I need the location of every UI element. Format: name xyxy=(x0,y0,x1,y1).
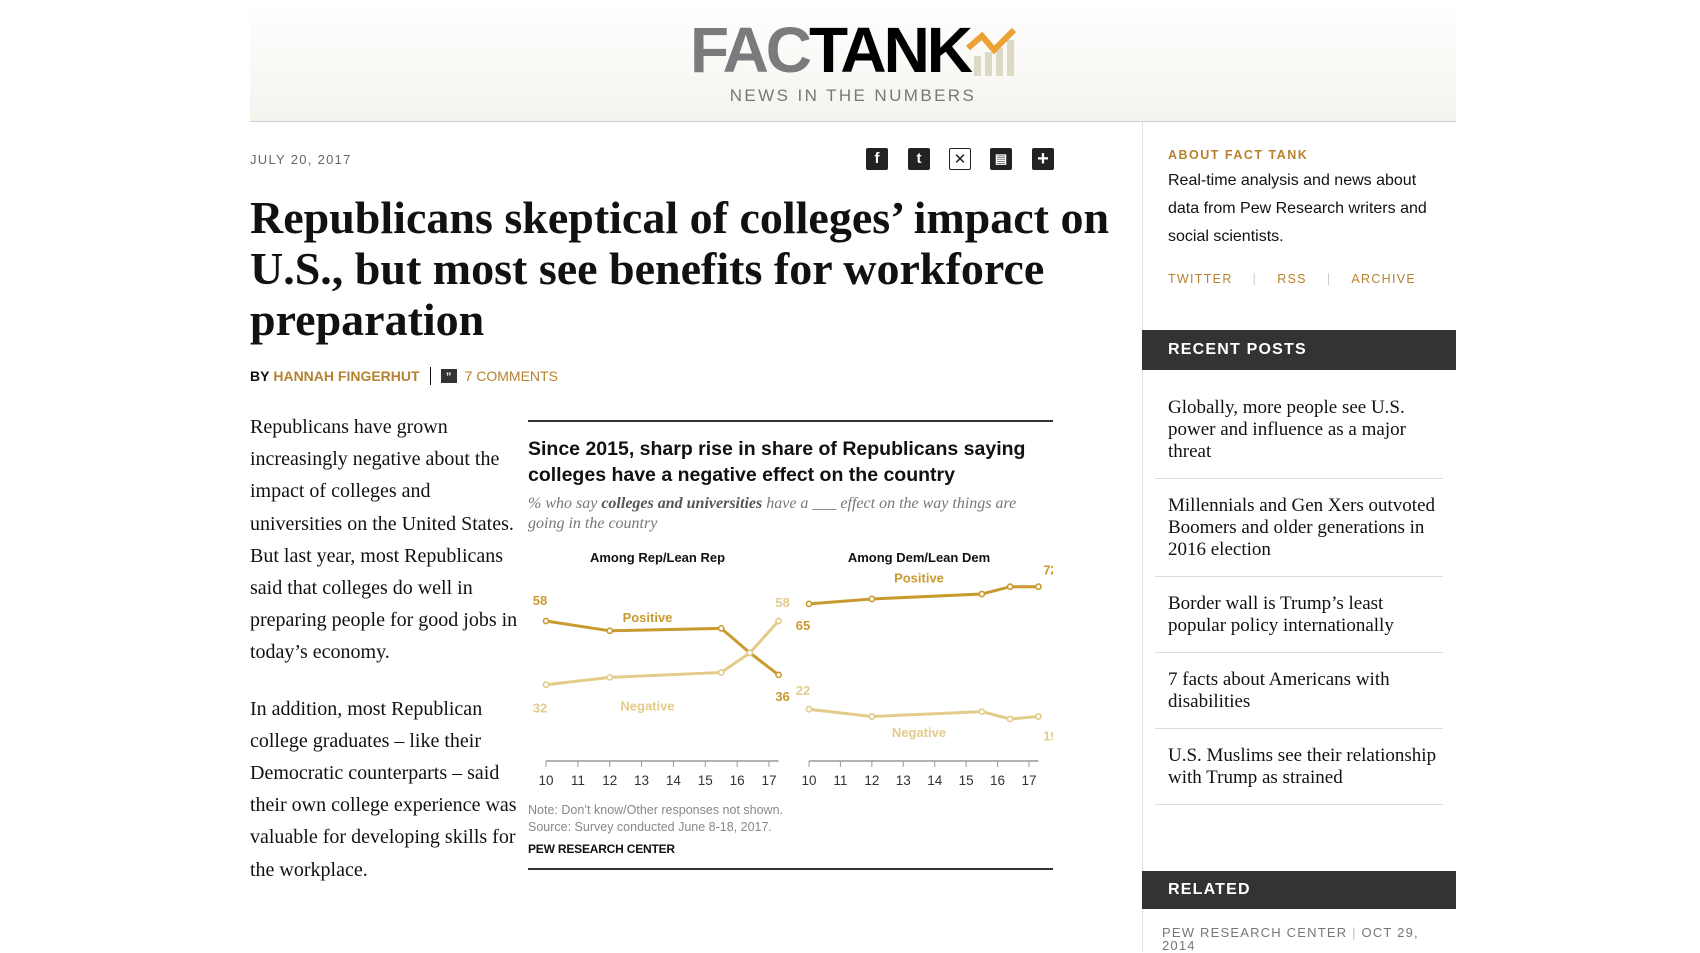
data-point xyxy=(868,595,876,603)
plus-icon[interactable]: + xyxy=(1032,148,1054,170)
recent-posts-list: Globally, more people see U.S. power and… xyxy=(1155,397,1443,805)
x-tick-label: 13 xyxy=(634,773,649,788)
data-point xyxy=(1035,583,1042,591)
data-point xyxy=(717,624,725,632)
data-label: 58 xyxy=(775,595,789,610)
data-point xyxy=(978,708,986,716)
x-tick-label: 11 xyxy=(833,773,847,788)
x-tick-label: 12 xyxy=(864,773,879,788)
sidebar-divider xyxy=(1142,122,1143,952)
data-label: 65 xyxy=(796,618,810,633)
x-tick-label: 15 xyxy=(959,773,974,788)
x-tick-label: 17 xyxy=(1021,773,1036,788)
series-label: Positive xyxy=(623,610,673,625)
chart-source: Source: Survey conducted June 8-18, 2017… xyxy=(528,820,772,834)
data-label: 36 xyxy=(775,689,789,704)
data-point xyxy=(978,590,986,598)
site-header: FACTANK NEWS IN THE NUMBERS xyxy=(250,0,1456,122)
x-tick-label: 10 xyxy=(801,773,816,788)
related-heading: RELATED xyxy=(1142,871,1456,909)
related-item[interactable]: PEW RESEARCH CENTER | OCT 29, 2014 xyxy=(1162,925,1419,953)
archive-link[interactable]: ARCHIVE xyxy=(1351,272,1417,286)
recent-post[interactable]: 7 facts about Americans with disabilitie… xyxy=(1155,653,1443,729)
recent-posts-heading: RECENT POSTS xyxy=(1142,330,1456,370)
tagline: NEWS IN THE NUMBERS xyxy=(729,86,977,105)
x-tick-label: 16 xyxy=(730,773,745,788)
recent-post[interactable]: Millennials and Gen Xers outvoted Boomer… xyxy=(1155,479,1443,577)
data-point xyxy=(805,705,813,713)
twitter-icon[interactable]: t xyxy=(908,148,930,170)
divider xyxy=(429,367,431,385)
recent-post[interactable]: Border wall is Trump’s least popular pol… xyxy=(1155,577,1443,653)
chart-note: Note: Don’t know/Other responses not sho… xyxy=(528,803,783,817)
data-point xyxy=(1006,715,1014,723)
data-label: 22 xyxy=(796,683,810,698)
x-tick-label: 15 xyxy=(698,773,713,788)
chart-subtitle: % who say colleges and universities have… xyxy=(528,495,1017,532)
data-point xyxy=(868,713,876,720)
data-point xyxy=(775,671,782,679)
data-point xyxy=(606,673,614,681)
chart-title: Since 2015, sharp rise in share of Repub… xyxy=(528,438,1026,486)
x-tick-label: 17 xyxy=(761,773,776,788)
fact-tank-logo[interactable]: FACTANK xyxy=(250,18,1456,82)
data-point xyxy=(1006,583,1014,591)
data-point xyxy=(717,669,725,676)
paragraph: In addition, most Republican college gra… xyxy=(250,697,517,881)
x-tick-label: 11 xyxy=(571,773,585,788)
x-tick-label: 12 xyxy=(602,773,617,788)
data-label: 32 xyxy=(533,701,547,716)
series-line-positive xyxy=(808,585,1039,606)
series-label: Negative xyxy=(620,699,674,714)
article-body: Republicans have grown increasingly nega… xyxy=(250,411,520,910)
data-point xyxy=(606,627,614,635)
comment-icon: ” xyxy=(440,369,457,383)
series-line-negative xyxy=(808,707,1039,721)
article-title: Republicans skeptical of colleges’ impac… xyxy=(250,192,1110,345)
x-tick-label: 14 xyxy=(666,773,682,788)
about-text: Real-time analysis and news about data f… xyxy=(1168,172,1427,245)
post-date: JULY 20, 2017 xyxy=(250,152,352,167)
series-label: Positive xyxy=(894,571,944,586)
author-link[interactable]: HANNAH FINGERHUT xyxy=(273,368,420,384)
rss-link[interactable]: RSS xyxy=(1277,272,1307,286)
data-label: 72 xyxy=(1043,563,1053,578)
byline: BY HANNAH FINGERHUT ” 7 COMMENTS xyxy=(250,367,558,385)
data-label: 58 xyxy=(533,593,547,608)
about-heading: ABOUT FACT TANK xyxy=(1168,148,1309,162)
facebook-icon[interactable]: f xyxy=(866,148,888,170)
data-point xyxy=(746,649,754,657)
x-tick-label: 10 xyxy=(538,773,553,788)
series-line-positive xyxy=(545,619,780,677)
sidebar-links: TWITTER | RSS | ARCHIVE xyxy=(1168,272,1417,286)
panel-title: Among Rep/Lean Rep xyxy=(590,550,725,565)
data-point xyxy=(542,617,550,625)
twitter-link[interactable]: TWITTER xyxy=(1168,272,1233,286)
email-icon[interactable]: ✕ xyxy=(949,148,971,170)
x-tick-label: 16 xyxy=(990,773,1005,788)
paragraph: Republicans have grown increasingly nega… xyxy=(250,416,518,664)
x-tick-label: 14 xyxy=(927,773,943,788)
data-point xyxy=(542,681,550,689)
data-label: 19 xyxy=(1043,729,1053,744)
data-point xyxy=(1035,713,1042,720)
recent-post[interactable]: Globally, more people see U.S. power and… xyxy=(1155,397,1443,479)
comments-link[interactable]: 7 COMMENTS xyxy=(464,368,558,384)
chart-credit: PEW RESEARCH CENTER xyxy=(528,842,675,856)
chart-logo-icon xyxy=(966,27,1017,76)
chart-figure: Since 2015, sharp rise in share of Repub… xyxy=(528,420,1053,870)
data-point xyxy=(805,600,813,608)
panel-title: Among Dem/Lean Dem xyxy=(848,550,990,565)
recent-post[interactable]: U.S. Muslims see their relationship with… xyxy=(1155,729,1443,805)
x-tick-label: 13 xyxy=(896,773,911,788)
print-icon[interactable]: ▤ xyxy=(990,148,1012,170)
series-label: Negative xyxy=(892,725,946,740)
data-point xyxy=(775,617,782,625)
line-chart: Among Rep/Lean Rep 10 11 12 13 14 15 16 17 58 36 Po… xyxy=(533,550,1053,788)
